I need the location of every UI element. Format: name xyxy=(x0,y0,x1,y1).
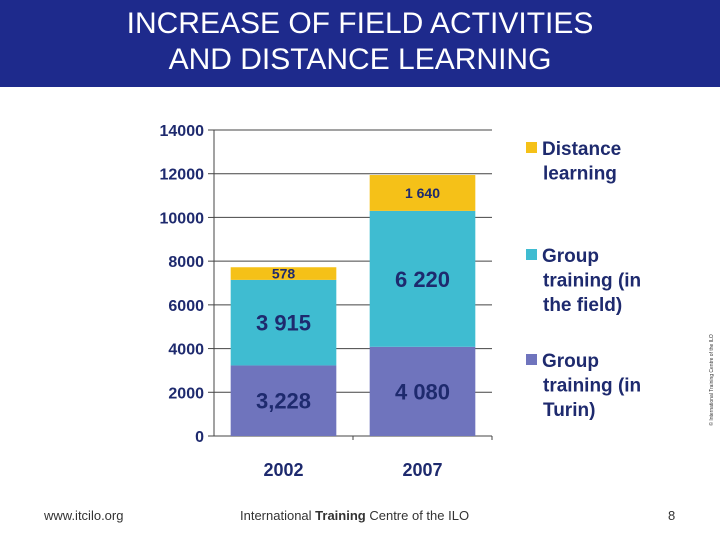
legend-label-1-line-1: training (in xyxy=(543,271,641,292)
legend-label-0-line-0: Distance xyxy=(542,139,621,160)
bar-2007-series-2 xyxy=(369,175,476,211)
legend-label-2-line-0: Group xyxy=(542,351,599,372)
y-tick-label-14000: 14000 xyxy=(160,123,205,140)
bar-2002-series-0 xyxy=(230,365,337,436)
footer-org-bold: Training xyxy=(315,508,366,523)
bar-2002-series-1 xyxy=(230,279,337,366)
footer-organisation: International Training Centre of the ILO xyxy=(240,508,469,523)
y-tick-label-4000: 4000 xyxy=(168,342,204,359)
data-label-2002-series-0: 3,228 xyxy=(256,389,311,414)
bar-2007-series-0 xyxy=(369,346,476,436)
legend-swatch-0 xyxy=(526,142,537,153)
data-label-2007-series-1: 6 220 xyxy=(395,267,450,292)
footer-url[interactable]: www.itcilo.org xyxy=(44,508,124,523)
slide-title: INCREASE OF FIELD ACTIVITIES AND DISTANC… xyxy=(0,6,720,78)
y-tick-label-10000: 10000 xyxy=(160,210,205,227)
bar-2007-series-1 xyxy=(369,210,476,347)
legend-label-0-line-1: learning xyxy=(543,164,617,185)
legend-label-1-line-2: the field) xyxy=(543,295,622,316)
y-tick-label-2000: 2000 xyxy=(168,385,204,402)
data-label-2007-series-0: 4 080 xyxy=(395,379,450,404)
data-label-2002-series-1: 3 915 xyxy=(256,311,311,336)
y-tick-label-8000: 8000 xyxy=(168,254,204,271)
legend-swatch-2 xyxy=(526,354,537,365)
legend-label-2-line-2: Turin) xyxy=(543,400,595,421)
data-label-2002-series-2: 578 xyxy=(272,266,296,282)
x-tick-label-2007: 2007 xyxy=(402,460,442,480)
x-tick-label-2002: 2002 xyxy=(263,460,303,480)
page-number: 8 xyxy=(668,508,676,523)
y-tick-label-6000: 6000 xyxy=(168,298,204,315)
title-line-2: AND DISTANCE LEARNING xyxy=(168,43,552,76)
y-tick-label-0: 0 xyxy=(195,429,204,446)
footer-org-post: Centre of the ILO xyxy=(365,508,470,523)
footer-org-pre: International xyxy=(240,508,316,523)
legend-label-1-line-0: Group xyxy=(542,246,599,267)
title-bar: INCREASE OF FIELD ACTIVITIES AND DISTANC… xyxy=(0,0,720,87)
legend-label-2-line-1: training (in xyxy=(543,376,641,397)
title-line-1: INCREASE OF FIELD ACTIVITIES xyxy=(126,7,594,40)
y-tick-label-12000: 12000 xyxy=(160,167,205,184)
legend-swatch-1 xyxy=(526,249,537,260)
bar-2002-series-2 xyxy=(230,267,337,280)
copyright-note: © International Training Centre of the I… xyxy=(709,334,715,426)
data-label-2007-series-2: 1 640 xyxy=(405,185,440,201)
